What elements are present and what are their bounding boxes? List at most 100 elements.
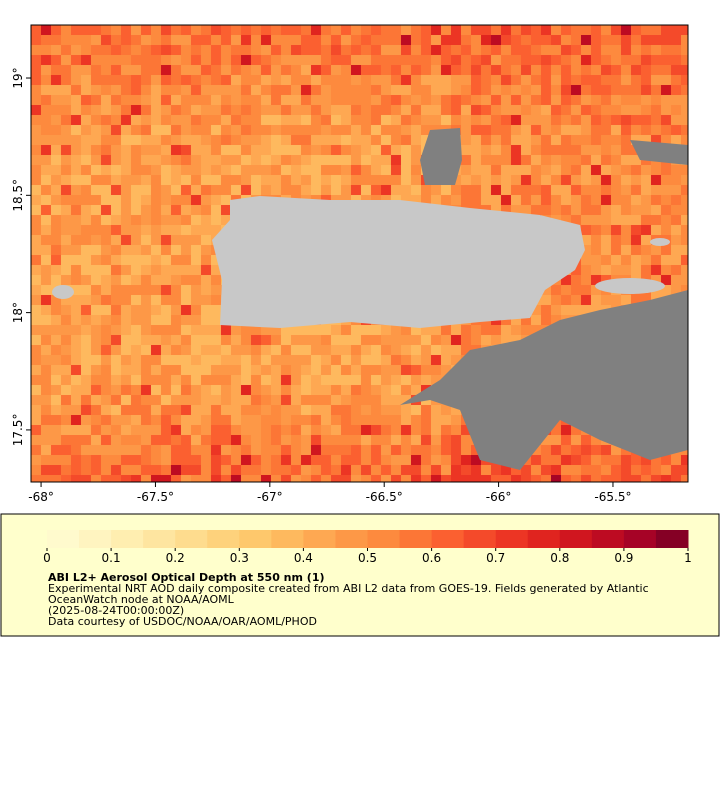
aod-cell <box>481 145 491 155</box>
aod-cell <box>351 475 361 482</box>
aod-cell <box>351 145 361 155</box>
aod-cell <box>231 55 241 65</box>
aod-cell <box>241 395 251 405</box>
aod-cell <box>571 75 581 85</box>
aod-cell <box>211 45 221 55</box>
aod-cell <box>161 245 171 255</box>
aod-cell <box>211 85 221 95</box>
aod-cell <box>201 285 211 295</box>
aod-cell <box>31 195 41 205</box>
aod-cell <box>611 115 621 125</box>
aod-cell <box>351 175 361 185</box>
aod-cell <box>531 305 541 315</box>
aod-cell <box>411 455 421 465</box>
aod-cell <box>151 115 161 125</box>
aod-cell <box>161 35 171 45</box>
aod-cell <box>231 125 241 135</box>
aod-cell <box>71 145 81 155</box>
aod-cell <box>161 455 171 465</box>
aod-cell <box>131 105 141 115</box>
aod-cell <box>261 25 271 35</box>
aod-cell <box>191 245 201 255</box>
aod-cell <box>621 205 631 215</box>
aod-cell <box>471 95 481 105</box>
aod-cell <box>151 425 161 435</box>
aod-cell <box>31 215 41 225</box>
aod-cell <box>71 335 81 345</box>
aod-cell <box>41 135 51 145</box>
aod-cell <box>591 135 601 145</box>
aod-cell <box>91 295 101 305</box>
aod-cell <box>441 475 451 482</box>
aod-cell <box>61 375 71 385</box>
aod-cell <box>311 325 321 335</box>
aod-cell <box>61 175 71 185</box>
aod-cell <box>201 55 211 65</box>
aod-cell <box>671 135 681 145</box>
aod-cell <box>411 335 421 345</box>
aod-cell <box>561 95 571 105</box>
aod-cell <box>51 105 61 115</box>
aod-cell <box>151 175 161 185</box>
aod-cell <box>401 325 411 335</box>
aod-cell <box>641 195 651 205</box>
aod-cell <box>201 215 211 225</box>
aod-cell <box>671 45 681 55</box>
aod-cell <box>51 95 61 105</box>
aod-cell <box>361 55 371 65</box>
aod-cell <box>71 275 81 285</box>
aod-cell <box>411 35 421 45</box>
colorbar-swatch <box>175 530 208 548</box>
aod-cell <box>371 445 381 455</box>
aod-cell <box>351 165 361 175</box>
aod-cell <box>301 425 311 435</box>
aod-cell <box>521 175 531 185</box>
aod-cell <box>141 95 151 105</box>
aod-cell <box>441 185 451 195</box>
aod-cell <box>621 235 631 245</box>
aod-cell <box>331 365 341 375</box>
aod-cell <box>261 475 271 482</box>
aod-cell <box>551 435 561 445</box>
aod-cell <box>361 185 371 195</box>
aod-cell <box>431 475 441 482</box>
aod-cell <box>161 285 171 295</box>
aod-cell <box>561 155 571 165</box>
aod-cell <box>131 45 141 55</box>
aod-cell <box>571 215 581 225</box>
aod-cell <box>611 215 621 225</box>
aod-cell <box>481 65 491 75</box>
aod-cell <box>111 125 121 135</box>
aod-cell <box>491 25 501 35</box>
aod-cell <box>681 285 688 295</box>
aod-cell <box>31 115 41 125</box>
aod-cell <box>241 385 251 395</box>
aod-cell <box>71 325 81 335</box>
aod-cell <box>551 145 561 155</box>
aod-cell <box>411 105 421 115</box>
aod-cell <box>291 425 301 435</box>
aod-cell <box>631 185 641 195</box>
aod-cell <box>531 45 541 55</box>
aod-cell <box>431 65 441 75</box>
aod-cell <box>251 165 261 175</box>
aod-cell <box>31 375 41 385</box>
aod-cell <box>591 115 601 125</box>
aod-cell <box>141 85 151 95</box>
aod-cell <box>201 415 211 425</box>
aod-cell <box>131 65 141 75</box>
aod-cell <box>291 55 301 65</box>
aod-cell <box>381 435 391 445</box>
aod-cell <box>91 455 101 465</box>
aod-cell <box>411 65 421 75</box>
aod-cell <box>131 385 141 395</box>
aod-cell <box>221 45 231 55</box>
aod-cell <box>341 155 351 165</box>
aod-cell <box>571 265 581 275</box>
aod-cell <box>111 435 121 445</box>
aod-cell <box>151 355 161 365</box>
aod-cell <box>321 385 331 395</box>
aod-cell <box>261 155 271 165</box>
aod-cell <box>611 45 621 55</box>
aod-cell <box>321 185 331 195</box>
